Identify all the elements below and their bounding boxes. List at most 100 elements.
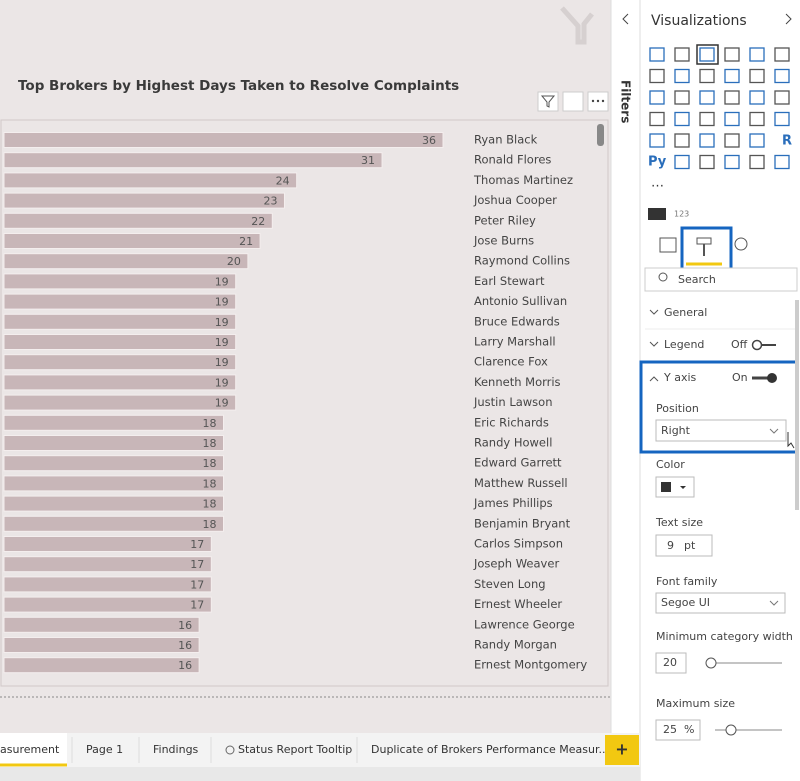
visual-icon[interactable]: [699, 111, 715, 127]
expand-icon[interactable]: [785, 13, 792, 25]
visual-icon[interactable]: [674, 68, 690, 84]
visual-icon[interactable]: [724, 68, 740, 84]
visual-icon[interactable]: [749, 47, 765, 62]
visual-icon[interactable]: [724, 47, 740, 62]
pane-scrollbar[interactable]: [795, 300, 799, 510]
data-label: 24: [276, 174, 290, 187]
logo: [560, 6, 594, 45]
data-label: 19: [215, 376, 229, 389]
data-label: 16: [178, 639, 192, 652]
visual-icon[interactable]: [649, 47, 665, 62]
visual-icon[interactable]: [699, 47, 715, 62]
visual-icon[interactable]: [674, 47, 690, 62]
visual-icon[interactable]: [649, 90, 665, 105]
visual-icon[interactable]: [749, 90, 765, 105]
category-label: Randy Morgan: [474, 638, 557, 652]
page-tab[interactable]: Status Report Tooltip: [238, 743, 352, 756]
slider-knob[interactable]: [725, 724, 737, 736]
visual-header[interactable]: [537, 91, 609, 112]
data-label: 18: [203, 457, 217, 470]
visual-icon[interactable]: [774, 90, 790, 105]
visual-icon[interactable]: [749, 154, 765, 170]
visual-icon[interactable]: [749, 111, 765, 127]
category-label: Carlos Simpson: [474, 537, 563, 551]
data-label: 19: [215, 336, 229, 349]
visual-icon[interactable]: [774, 111, 790, 127]
visual-icon[interactable]: [749, 133, 765, 148]
focus-icon[interactable]: [562, 91, 584, 112]
visual-icon[interactable]: [724, 154, 740, 170]
data-label: 19: [215, 275, 229, 288]
visual-icon[interactable]: [674, 154, 690, 170]
data-label: 18: [203, 498, 217, 511]
slider-knob[interactable]: [705, 657, 717, 669]
visual-icon[interactable]: [724, 133, 740, 148]
dropdown-value: Right: [661, 424, 691, 437]
collapse-icon[interactable]: [622, 13, 629, 25]
search-box[interactable]: [644, 267, 798, 292]
bar: [3, 495, 224, 512]
bar: [3, 152, 383, 169]
add-page[interactable]: [605, 735, 639, 765]
data-label: 17: [190, 558, 204, 571]
filters-label[interactable]: Filters: [619, 80, 633, 123]
data-label: 19: [215, 296, 229, 309]
bar: [3, 576, 212, 593]
more-visuals[interactable]: …: [651, 176, 664, 191]
toggle-knob[interactable]: [751, 339, 763, 351]
visual-icon[interactable]: [749, 68, 765, 84]
hidden-icon: [225, 745, 235, 755]
field-label: Maximum size: [656, 697, 735, 710]
bar: [3, 657, 200, 674]
tab-bar: [0, 733, 640, 767]
visual-icon[interactable]: [674, 90, 690, 105]
section-header[interactable]: Legend: [664, 338, 704, 351]
dropdown[interactable]: [655, 592, 786, 614]
section-header[interactable]: General: [664, 306, 707, 319]
page-tab[interactable]: asurement: [0, 743, 60, 756]
toggle-knob[interactable]: [767, 373, 777, 383]
visual-icon[interactable]: [699, 154, 715, 170]
chart-scrollbar[interactable]: [597, 124, 604, 146]
category-label: Justin Lawson: [473, 395, 553, 409]
category-label: Joshua Cooper: [473, 193, 557, 207]
visual-icon[interactable]: [774, 68, 790, 84]
panel-title: Visualizations: [651, 13, 747, 29]
category-label: Earl Stewart: [474, 274, 545, 288]
analytics-tab[interactable]: [734, 237, 748, 251]
visual-icon[interactable]: [699, 68, 715, 84]
bar: [3, 374, 237, 391]
add-page-label[interactable]: +: [615, 740, 628, 759]
visual-icon[interactable]: [674, 111, 690, 127]
plot: 36 Ryan Black 31 Ronald Flores 24 Thomas Mart…: [3, 132, 587, 674]
python-visual[interactable]: Py: [648, 155, 667, 170]
fields-tab[interactable]: [659, 237, 677, 253]
number-input[interactable]: [655, 534, 713, 557]
visual-icon[interactable]: [649, 68, 665, 84]
field-icon[interactable]: [648, 208, 666, 220]
data-label: 22: [251, 215, 265, 228]
number-input[interactable]: [655, 719, 701, 741]
visual-icon[interactable]: [724, 90, 740, 105]
data-label: 20: [227, 255, 241, 268]
visual-icon[interactable]: [649, 133, 665, 148]
visual-icon[interactable]: [774, 154, 790, 170]
data-label: 19: [215, 316, 229, 329]
visual-icon[interactable]: [699, 90, 715, 105]
active-tab[interactable]: [0, 733, 67, 767]
visual-icon[interactable]: [649, 111, 665, 127]
visual-icon[interactable]: [674, 133, 690, 148]
bar: [3, 435, 224, 451]
r-visual[interactable]: R: [782, 134, 792, 149]
section-header[interactable]: Y axis: [663, 371, 697, 384]
visual-icon[interactable]: [699, 133, 715, 148]
page-tab[interactable]: Findings: [153, 743, 199, 756]
data-label: 17: [190, 538, 204, 551]
dropdown[interactable]: [655, 419, 787, 442]
visual-icon[interactable]: [724, 111, 740, 127]
visual-icon[interactable]: [774, 47, 790, 62]
filter-icon[interactable]: [537, 91, 559, 112]
number-input[interactable]: [655, 652, 687, 674]
page-tab[interactable]: Duplicate of Brokers Performance Measur.…: [371, 743, 609, 756]
page-tab[interactable]: Page 1: [86, 743, 123, 756]
